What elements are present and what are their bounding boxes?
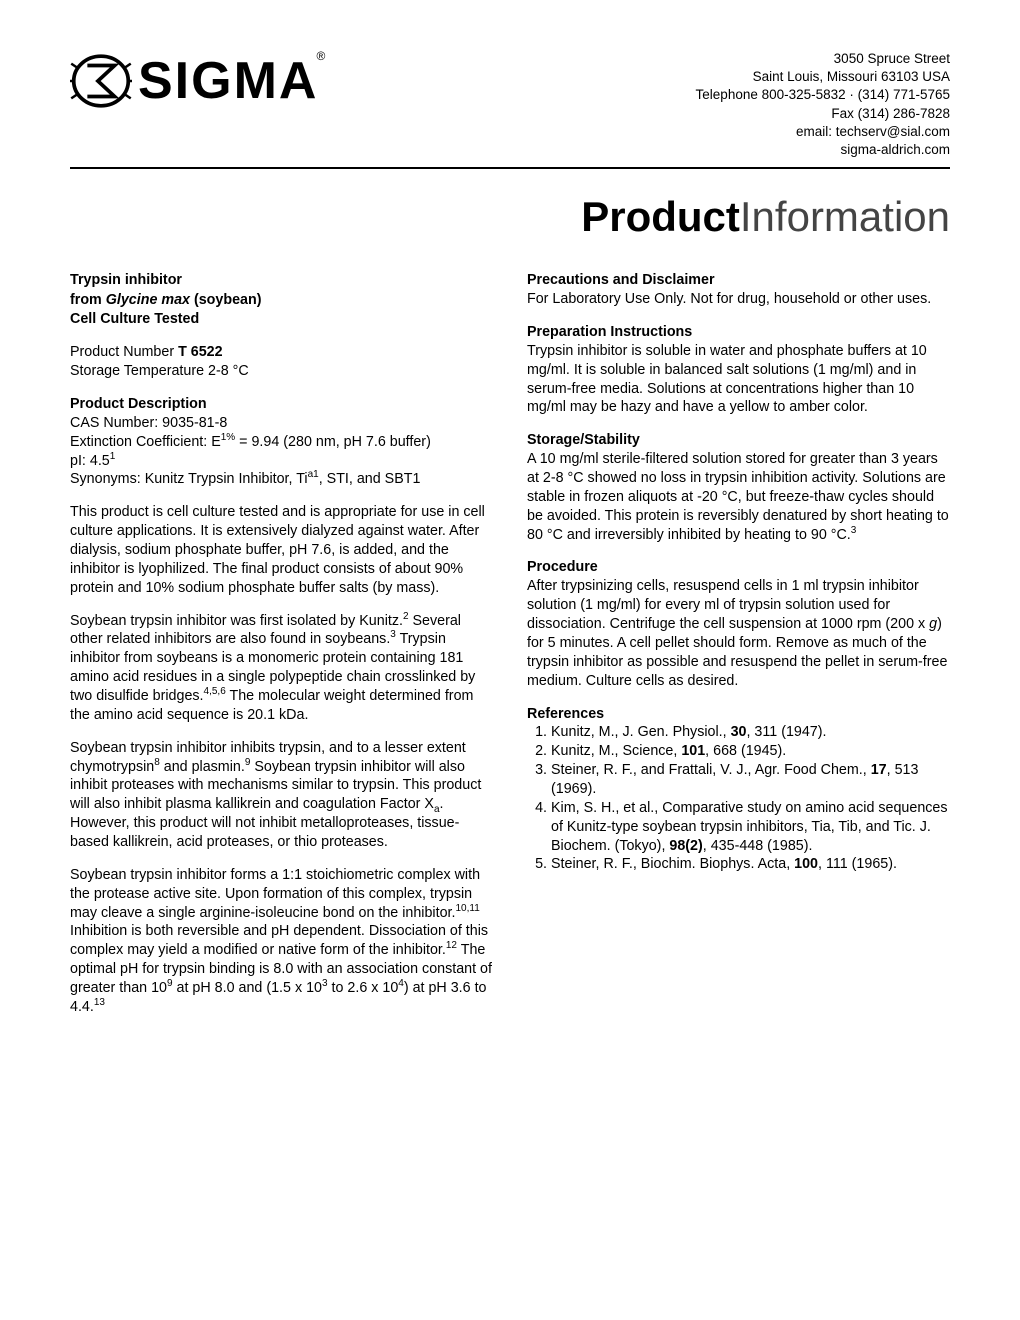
reference-item: Kunitz, M., Science, 101, 668 (1945). [551, 742, 950, 761]
page: SIGMA® 3050 Spruce Street Saint Louis, M… [0, 0, 1020, 1057]
title-bold: Product [581, 193, 740, 240]
storage-heading: Storage/Stability [527, 431, 950, 450]
storage-temp: Storage Temperature 2-8 °C [70, 362, 493, 381]
storage-text: A 10 mg/ml sterile-filtered solution sto… [527, 450, 950, 544]
contact-fax: Fax (314) 286-7828 [696, 105, 950, 123]
title-light: Information [740, 193, 950, 240]
product-description-heading: Product Description [70, 395, 493, 414]
content-columns: Trypsin inhibitor from Glycine max (soyb… [70, 271, 950, 1016]
left-column: Trypsin inhibitor from Glycine max (soyb… [70, 271, 493, 1016]
page-title: ProductInformation [70, 193, 950, 241]
preparation-heading: Preparation Instructions [527, 323, 950, 342]
desc-para-4: Soybean trypsin inhibitor forms a 1:1 st… [70, 866, 493, 1017]
reference-item: Kunitz, M., J. Gen. Physiol., 30, 311 (1… [551, 723, 950, 742]
procedure-text: After trypsinizing cells, resuspend cell… [527, 577, 950, 690]
sigma-logo-icon [70, 50, 132, 112]
reference-item: Steiner, R. F., and Frattali, V. J., Agr… [551, 761, 950, 799]
reference-item: Steiner, R. F., Biochim. Biophys. Acta, … [551, 855, 950, 874]
contact-email: email: techserv@sial.com [696, 123, 950, 141]
product-name-line1: Trypsin inhibitor [70, 271, 493, 290]
contact-web: sigma-aldrich.com [696, 141, 950, 159]
registered-trademark-icon: ® [316, 49, 327, 63]
cas-number: CAS Number: 9035-81-8 [70, 414, 493, 433]
synonyms: Synonyms: Kunitz Trypsin Inhibitor, Tia1… [70, 470, 493, 489]
right-column: Precautions and Disclaimer For Laborator… [527, 271, 950, 1016]
contact-city: Saint Louis, Missouri 63103 USA [696, 68, 950, 86]
desc-para-3: Soybean trypsin inhibitor inhibits tryps… [70, 739, 493, 852]
pi-value: pI: 4.51 [70, 452, 493, 471]
contact-street: 3050 Spruce Street [696, 50, 950, 68]
product-meta: Product Number T 6522 Storage Temperatur… [70, 343, 493, 381]
product-name-line3: Cell Culture Tested [70, 310, 493, 329]
contact-phone: Telephone 800-325-5832 · (314) 771-5765 [696, 86, 950, 104]
contact-block: 3050 Spruce Street Saint Louis, Missouri… [696, 50, 950, 159]
extinction-coeff: Extinction Coefficient: E1% = 9.94 (280 … [70, 433, 493, 452]
product-number: Product Number T 6522 [70, 343, 493, 362]
desc-para-1: This product is cell culture tested and … [70, 503, 493, 597]
desc-para-2: Soybean trypsin inhibitor was first isol… [70, 612, 493, 725]
company-name: SIGMA® [138, 51, 329, 111]
procedure-heading: Procedure [527, 558, 950, 577]
product-name-line2: from Glycine max (soybean) [70, 291, 493, 310]
preparation-text: Trypsin inhibitor is soluble in water an… [527, 342, 950, 417]
product-name: Trypsin inhibitor from Glycine max (soyb… [70, 271, 493, 329]
references-list: Kunitz, M., J. Gen. Physiol., 30, 311 (1… [527, 723, 950, 874]
header: SIGMA® 3050 Spruce Street Saint Louis, M… [70, 50, 950, 169]
precautions-heading: Precautions and Disclaimer [527, 271, 950, 290]
references-heading: References [527, 705, 950, 724]
precautions-text: For Laboratory Use Only. Not for drug, h… [527, 290, 950, 309]
logo: SIGMA® [70, 50, 329, 112]
reference-item: Kim, S. H., et al., Comparative study on… [551, 799, 950, 856]
